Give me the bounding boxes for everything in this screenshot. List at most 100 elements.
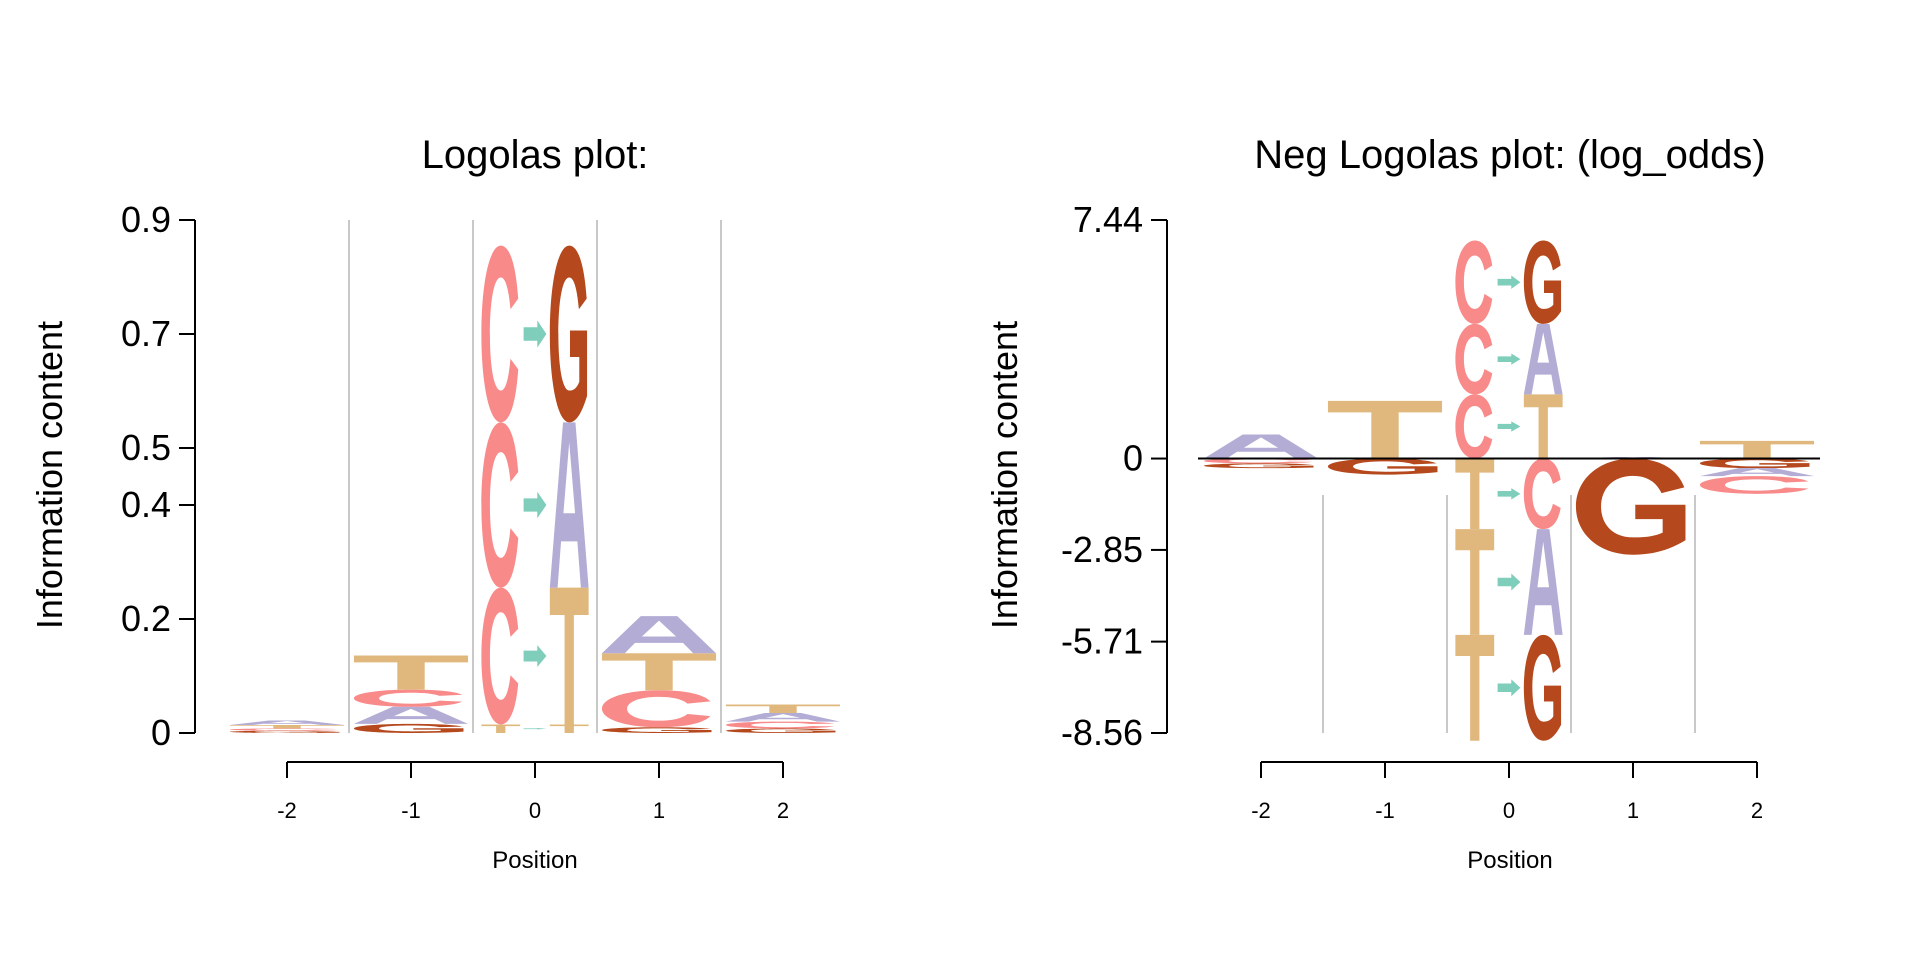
column-2 <box>725 704 841 733</box>
letter-G <box>1575 458 1686 555</box>
panel1-axes: 0 0.2 0.4 0.5 0.7 0.9 -2 -1 0 1 2 <box>121 199 789 823</box>
sub-to-C-n0 <box>1523 458 1561 530</box>
x-tick-label: -2 <box>277 798 297 823</box>
sub-to-T-p0 <box>1523 394 1563 459</box>
panel-logolas: Logolas plot: Information content Positi… <box>29 133 841 874</box>
letter-T <box>1699 440 1815 459</box>
x-tick-label: -2 <box>1251 798 1271 823</box>
letter-A <box>601 616 717 654</box>
panel1-gridlines <box>348 220 722 733</box>
column-1 <box>1575 456 1691 555</box>
panel1-y-axis-label: Information content <box>29 321 70 629</box>
sub-arrow-n1 <box>1497 573 1521 591</box>
sub-to-G-p2 <box>1523 240 1562 324</box>
panel2-logo-stacks <box>1203 240 1815 741</box>
letter-C <box>1203 458 1313 464</box>
x-tick-label: 0 <box>529 798 541 823</box>
letter-A <box>1203 434 1319 459</box>
letter-G <box>601 727 712 733</box>
sub-arrow-n0 <box>1497 488 1521 500</box>
y-tick-label: 0.5 <box>121 427 171 468</box>
sub-from-C-p2 <box>1455 240 1493 324</box>
letter-T <box>353 655 469 690</box>
sub-to-T-1 <box>549 587 589 725</box>
letter-A <box>229 720 345 726</box>
sub-to-G-n2 <box>1523 634 1562 741</box>
sub-to-A-2 <box>549 422 589 588</box>
letter-C <box>353 689 463 707</box>
letter-T <box>725 704 841 714</box>
column--1 <box>353 655 469 733</box>
sub-arrow-3 <box>523 320 547 348</box>
y-tick-label: 0 <box>1123 438 1143 479</box>
letter-G <box>229 730 340 733</box>
x-tick-label: -1 <box>1375 798 1395 823</box>
y-tick-label: 0.9 <box>121 199 171 240</box>
sub-from-C-p0 <box>1455 394 1493 459</box>
letter-G <box>725 728 836 733</box>
column-0 <box>1455 240 1563 741</box>
panel2-y-axis-label: Information content <box>984 321 1025 629</box>
sub-to-A-p1 <box>1523 323 1563 395</box>
letter-A <box>1699 468 1815 477</box>
letter-G <box>353 723 464 733</box>
sub-from-C-3 <box>481 245 519 423</box>
letter-A <box>353 706 469 724</box>
x-tick-label: 2 <box>777 798 789 823</box>
panel2-x-axis-label: Position <box>1467 847 1552 874</box>
sub-arrow-p2 <box>1497 275 1521 289</box>
sub-from-T-n1 <box>1455 529 1495 635</box>
x-tick-label: 1 <box>1627 798 1639 823</box>
panel1-x-axis-label: Position <box>492 847 577 874</box>
sub-arrow-n2 <box>1497 679 1521 697</box>
sub-to-T-0 <box>549 724 589 733</box>
column-2 <box>1699 440 1815 494</box>
sub-arrow-p1 <box>1497 353 1521 365</box>
letter-G <box>1699 458 1810 469</box>
sub-from-T-n2 <box>1455 634 1495 741</box>
sub-from-T-n0 <box>1455 458 1495 530</box>
sub-from-C-1 <box>481 587 519 725</box>
letter-G <box>1203 463 1314 469</box>
panel1-title: Logolas plot: <box>422 133 649 177</box>
panel2-axes: 7.44 0 -2.85 -5.71 -8.56 -2 -1 0 1 2 <box>1061 199 1820 823</box>
x-tick-label: 2 <box>1751 798 1763 823</box>
sub-from-C-p1 <box>1455 323 1493 395</box>
letter-T <box>229 725 345 729</box>
sub-arrow-p0 <box>1497 421 1521 432</box>
sub-arrow-1 <box>523 645 547 667</box>
x-tick-label: -1 <box>401 798 421 823</box>
y-tick-label: 0 <box>151 712 171 753</box>
panel-neg-logolas: Neg Logolas plot: (log_odds) Information… <box>984 133 1820 874</box>
letter-C <box>229 728 339 731</box>
y-tick-label: -2.85 <box>1061 529 1143 570</box>
column-1 <box>601 616 717 733</box>
letter-C <box>601 690 711 728</box>
letter-A <box>725 713 841 722</box>
sub-arrow-0 <box>523 728 547 730</box>
sub-to-G-3 <box>549 245 588 423</box>
panel2-title: Neg Logolas plot: (log_odds) <box>1254 133 1765 177</box>
y-tick-label: 0.7 <box>121 313 171 354</box>
column--2 <box>1203 434 1319 469</box>
sub-from-T-0 <box>481 724 521 733</box>
letter-T <box>1327 400 1443 459</box>
y-tick-label: 7.44 <box>1073 199 1143 240</box>
sub-from-C-2 <box>481 422 519 588</box>
column--2 <box>229 720 345 733</box>
sub-arrow-2 <box>523 491 547 519</box>
panel1-logo-stacks <box>229 245 841 733</box>
letter-T <box>601 653 717 691</box>
y-tick-label: -8.56 <box>1061 712 1143 753</box>
y-tick-label: 0.4 <box>121 484 171 525</box>
column--1 <box>1327 400 1443 475</box>
x-tick-label: 1 <box>653 798 665 823</box>
letter-G <box>1327 458 1438 475</box>
x-tick-label: 0 <box>1503 798 1515 823</box>
column-0 <box>481 245 589 733</box>
y-tick-label: 0.2 <box>121 598 171 639</box>
panel2-gridlines <box>1322 495 1696 733</box>
letter-C <box>1699 476 1809 494</box>
